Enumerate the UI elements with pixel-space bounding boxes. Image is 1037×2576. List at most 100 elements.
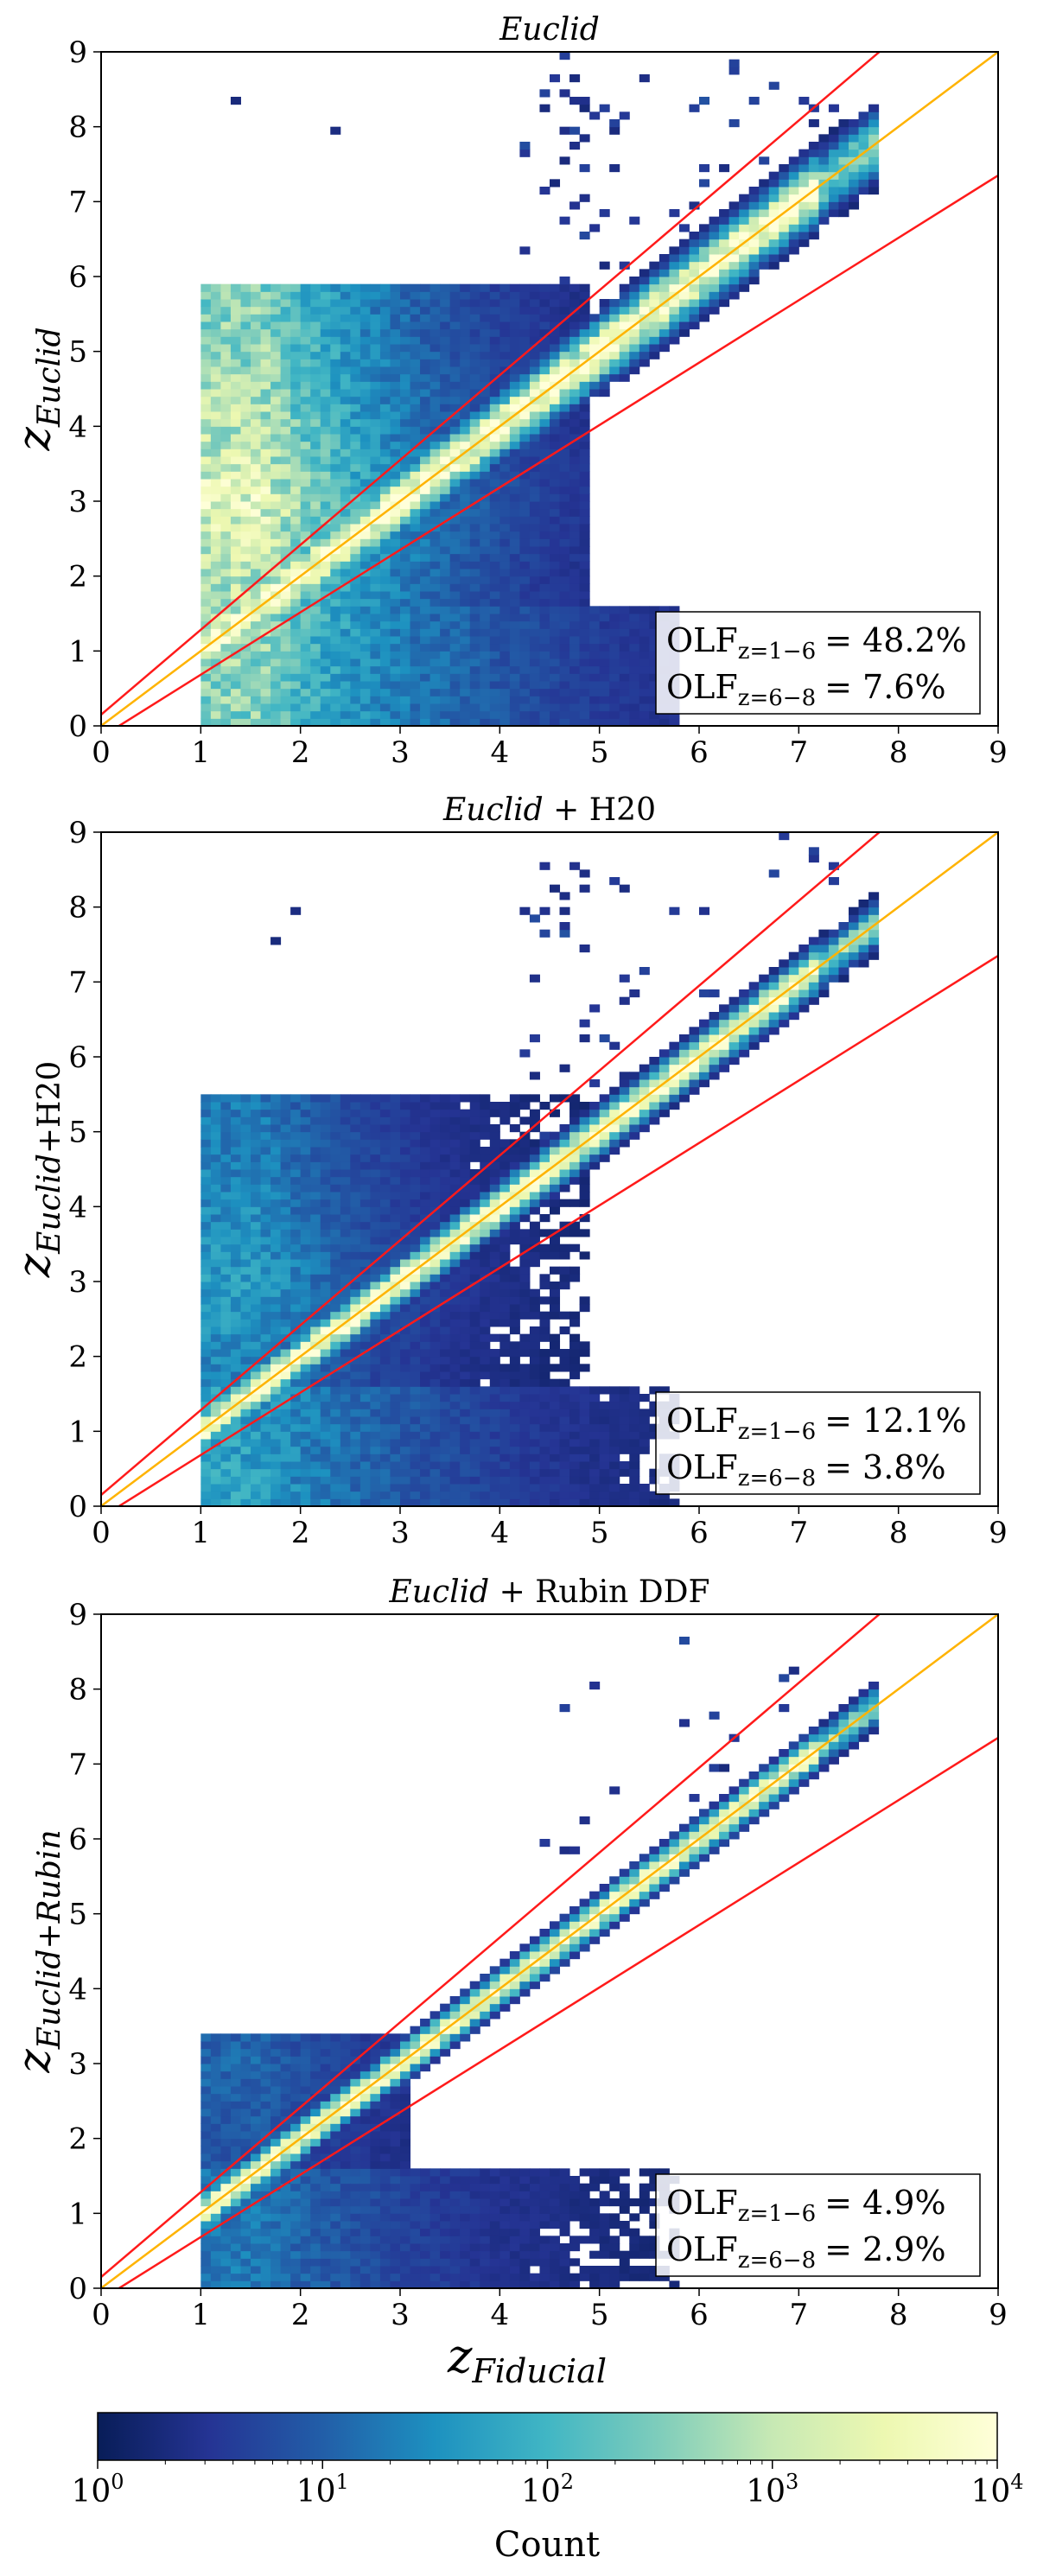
heatmap-cell: [619, 351, 630, 359]
heatmap-cell: [220, 441, 232, 449]
heatmap-cell: [449, 531, 461, 539]
heatmap-cell: [390, 516, 401, 525]
heatmap-cell: [290, 486, 302, 494]
heatmap-cell: [340, 516, 351, 525]
heatmap-cell: [529, 673, 540, 682]
heatmap-cell: [390, 321, 401, 330]
heatmap-cell: [569, 606, 581, 614]
heatmap-cell: [609, 351, 620, 359]
heatmap-cell: [429, 508, 441, 517]
heatmap-cell: [460, 1221, 471, 1230]
heatmap-cell: [519, 1416, 531, 1425]
heatmap-cell: [200, 1282, 212, 1290]
heatmap-cell: [340, 546, 351, 555]
heatmap-cell: [290, 1147, 302, 1155]
heatmap-cell: [509, 1102, 520, 1110]
heatmap-cell: [460, 1453, 471, 1462]
heatmap-cell: [838, 179, 849, 188]
heatmap-cell: [420, 291, 431, 300]
heatmap-cell: [350, 1214, 361, 1223]
heatmap-cell: [519, 524, 531, 532]
heatmap-cell: [449, 718, 461, 727]
heatmap-cell: [509, 553, 520, 562]
heatmap-cell: [798, 201, 810, 210]
heatmap-cell: [330, 126, 341, 135]
heatmap-cell: [251, 1349, 262, 1358]
heatmap-cell: [210, 1341, 221, 1350]
heatmap-cell: [529, 508, 540, 517]
heatmap-cell: [460, 1319, 471, 1327]
heatmap-cell: [280, 1311, 291, 1320]
heatmap-cell: [270, 524, 282, 532]
heatmap-cell: [240, 441, 251, 449]
heatmap-cell: [330, 1221, 341, 1230]
heatmap-cell: [210, 1401, 221, 1409]
heatmap-cell: [300, 538, 311, 547]
heatmap-cell: [280, 336, 291, 345]
heatmap-cell: [220, 471, 232, 480]
heatmap-cell: [220, 1326, 232, 1335]
heatmap-cell: [420, 1371, 431, 1380]
heatmap-cell: [489, 389, 500, 398]
heatmap-cell: [499, 1484, 511, 1492]
heatmap-cell: [529, 643, 540, 652]
heatmap-cell: [200, 471, 212, 480]
heatmap-cell: [499, 471, 511, 480]
heatmap-cell: [489, 1386, 500, 1395]
heatmap-cell: [489, 1453, 500, 1462]
heatmap-cell: [529, 1484, 540, 1492]
heatmap-cell: [579, 718, 590, 727]
heatmap-cell: [569, 1333, 581, 1342]
heatmap-cell: [499, 1461, 511, 1470]
heatmap-cell: [480, 1259, 491, 1268]
heatmap-cell: [359, 1491, 371, 1499]
heatmap-cell: [480, 1288, 491, 1297]
heatmap-cell: [340, 1147, 351, 1155]
heatmap-cell: [499, 1274, 511, 1282]
heatmap-cell: [210, 336, 221, 345]
heatmap-cell: [350, 576, 361, 584]
heatmap-cell: [529, 1259, 540, 1268]
heatmap-cell: [400, 1364, 411, 1372]
heatmap-cell: [240, 1176, 251, 1185]
heatmap-cell: [519, 426, 531, 435]
heatmap-cell: [480, 1484, 491, 1492]
heatmap-cell: [330, 628, 341, 637]
heatmap-cell: [539, 1274, 550, 1282]
heatmap-cell: [370, 703, 381, 712]
heatmap-cell: [330, 1139, 341, 1148]
heatmap-cell: [400, 636, 411, 645]
heatmap-cell: [519, 1349, 531, 1358]
heatmap-cell: [330, 411, 341, 420]
heatmap-cell: [429, 456, 441, 465]
heatmap-cell: [379, 1102, 391, 1110]
heatmap-cell: [230, 1124, 241, 1133]
heatmap-cell: [379, 1386, 391, 1395]
heatmap-cell: [569, 1446, 581, 1454]
heatmap-cell: [240, 1431, 251, 1440]
heatmap-cell: [440, 1176, 451, 1185]
heatmap-cell: [519, 1341, 531, 1350]
heatmap-cell: [260, 351, 271, 359]
heatmap-cell: [529, 479, 540, 487]
heatmap-cell: [220, 606, 232, 614]
heatmap-cell: [539, 703, 550, 712]
heatmap-cell: [400, 1468, 411, 1477]
heatmap-cell: [390, 1416, 401, 1425]
heatmap-cell: [579, 620, 590, 629]
heatmap-cell: [529, 1094, 540, 1103]
heatmap-cell: [300, 1124, 311, 1133]
heatmap-cell: [210, 1161, 221, 1170]
heatmap-cell: [350, 1439, 361, 1447]
heatmap-cell: [798, 156, 810, 165]
heatmap-cell: [519, 321, 531, 330]
heatmap-cell: [400, 1221, 411, 1230]
heatmap-cell: [230, 1274, 241, 1282]
heatmap-cell: [569, 328, 581, 337]
heatmap-cell: [788, 164, 799, 173]
heatmap-cell: [649, 665, 660, 674]
heatmap-cell: [449, 1131, 461, 1140]
heatmap-cell: [589, 111, 601, 120]
heatmap-cell: [340, 1139, 351, 1148]
heatmap-cell: [509, 1311, 520, 1320]
